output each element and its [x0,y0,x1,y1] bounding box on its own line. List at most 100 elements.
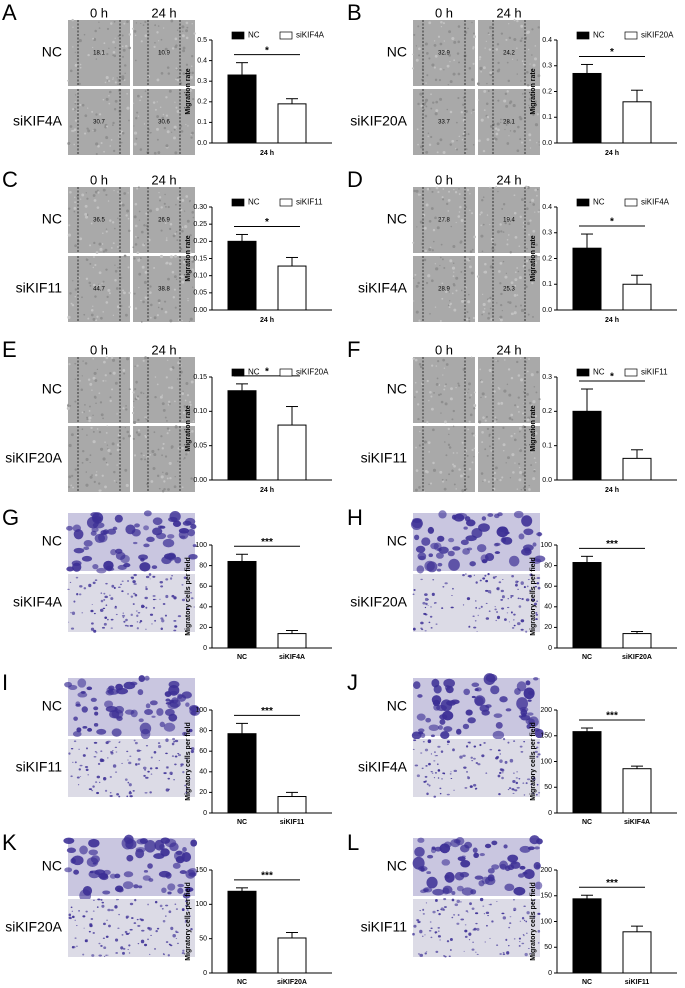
texture [181,392,184,395]
texture [493,243,497,246]
row-label: siKIF20A [5,450,62,466]
legend-label: NC [593,31,605,40]
texture [70,302,73,305]
cell [192,544,197,548]
cell [465,519,476,527]
texture [168,227,172,231]
texture [418,319,421,322]
texture [529,401,532,405]
cell [112,526,118,531]
cell [143,774,146,777]
texture [84,212,88,216]
y-tick-label: 0.0 [197,140,207,147]
cell [442,585,445,588]
texture [144,20,147,24]
cell [181,952,185,955]
cell [484,941,487,943]
texture [478,56,482,59]
texture [423,108,426,112]
y-tick-label: 100 [540,918,552,925]
texture [157,25,160,27]
cell [469,902,472,906]
cell [414,764,419,767]
texture [481,430,484,434]
texture [85,192,87,194]
cell [427,605,429,606]
texture [85,483,89,487]
cell [128,783,132,787]
texture [497,190,499,193]
texture [519,304,523,307]
cell [124,930,128,934]
x-tick-label: siKIF4A [279,654,305,661]
cell [67,588,70,591]
texture [68,362,71,366]
texture [107,448,111,453]
texture [477,99,480,101]
cell [485,673,498,683]
texture [134,59,137,62]
texture [114,37,116,39]
texture [159,254,164,258]
cell [128,761,132,765]
texture [147,75,150,79]
cell [471,528,483,539]
panel-letter: G [2,505,19,530]
texture [167,205,170,209]
texture [169,255,173,259]
cell [424,748,429,752]
texture [134,202,138,206]
cell [424,597,429,602]
cell [87,727,93,732]
texture [509,100,513,104]
texture [92,430,95,433]
texture [494,137,496,140]
cell [519,745,523,748]
texture [126,93,128,95]
texture [152,467,156,471]
column-label: 0 h [90,5,108,20]
cell [128,952,131,954]
texture [174,233,177,235]
cell [442,710,454,721]
texture [480,224,483,227]
cell [171,594,175,598]
cell [128,944,131,947]
micrograph: 30.7 [67,88,130,156]
texture [133,142,137,146]
cell [104,616,108,619]
cell [74,761,77,764]
cell [444,582,448,585]
texture [424,249,427,253]
texture [413,33,416,36]
texture [501,476,504,479]
texture [468,319,471,323]
texture [106,52,109,56]
texture [67,233,71,237]
cell [427,526,435,534]
cell [441,607,444,609]
cell [452,748,455,752]
cell [479,579,482,582]
cell [424,630,427,632]
texture [464,379,466,382]
texture [181,25,185,29]
micrograph [412,572,541,633]
texture [517,125,520,129]
cell [498,581,502,584]
cell [100,750,103,753]
x-tick-label: NC [582,654,592,661]
cell [529,835,540,845]
cell [103,946,107,950]
image-bg [478,20,540,86]
x-tick-label: NC [237,654,247,661]
texture [108,79,111,83]
cell [485,617,490,620]
cell [127,593,129,595]
texture [432,240,435,243]
cell [506,612,509,614]
cell [434,751,436,753]
texture [488,33,490,36]
texture [505,104,509,108]
texture [163,300,167,303]
